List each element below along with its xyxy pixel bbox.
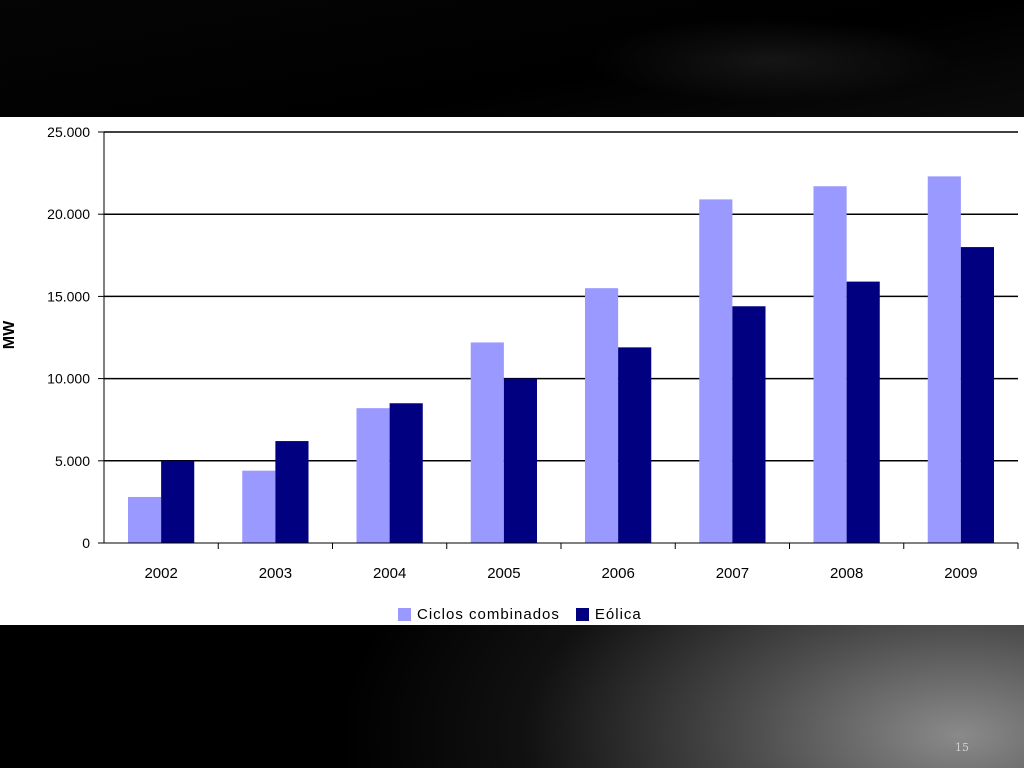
x-tick-label: 2007 xyxy=(716,565,749,582)
y-tick-label: 5.000 xyxy=(55,453,90,469)
legend-swatch-ciclos xyxy=(398,607,411,621)
x-tick-label: 2003 xyxy=(259,565,292,582)
bar-ciclos-2007 xyxy=(699,199,733,543)
bar-eolica-2009 xyxy=(960,247,995,543)
chart-panel: 0 5.000 10.000 15.000 20.000 25.000 2002 2003 20… xyxy=(0,117,1024,625)
tick-labels: 0 5.000 10.000 15.000 20.000 25.000 2002 2003 20… xyxy=(47,124,977,582)
x-tick-label: 2002 xyxy=(144,565,177,582)
bar-eolica-2006 xyxy=(618,347,652,543)
y-axis-label: MW xyxy=(1,320,18,349)
bar-eolica-2005 xyxy=(503,378,538,543)
legend-item-ciclos: Ciclos combinados xyxy=(398,606,560,623)
bar-ciclos-2004 xyxy=(356,408,390,543)
bar-ciclos-2003 xyxy=(242,470,276,543)
x-tick-label: 2008 xyxy=(830,565,863,582)
chart-legend: Ciclos combinados Eólica xyxy=(398,604,652,624)
bars xyxy=(127,176,995,543)
y-tick-label: 20.000 xyxy=(47,206,90,222)
axes xyxy=(98,131,1019,549)
bar-chart: 0 5.000 10.000 15.000 20.000 25.000 2002 2003 20… xyxy=(1,124,1019,582)
bar-ciclos-2009 xyxy=(927,176,961,543)
bar-eolica-2004 xyxy=(389,403,423,543)
x-tick-label: 2005 xyxy=(487,565,520,582)
bar-ciclos-2002 xyxy=(127,496,162,543)
bar-eolica-2002 xyxy=(161,460,195,543)
legend-swatch-eolica xyxy=(575,607,589,621)
page-number: 15 xyxy=(955,741,969,754)
y-tick-label: 0 xyxy=(82,535,90,551)
y-tick-label: 25.000 xyxy=(47,124,90,140)
legend-item-eolica: Eólica xyxy=(575,605,642,623)
slide-footer-background xyxy=(0,625,1024,768)
gridlines xyxy=(104,131,1018,462)
slide-header-background xyxy=(0,0,1024,117)
x-tick-label: 2009 xyxy=(944,565,977,582)
bar-ciclos-2006 xyxy=(584,288,619,543)
x-tick-label: 2004 xyxy=(373,565,406,582)
bar-eolica-2007 xyxy=(732,306,766,543)
y-tick-label: 10.000 xyxy=(47,371,90,387)
legend-label-eolica: Eólica xyxy=(594,605,642,623)
bar-eolica-2003 xyxy=(275,441,309,543)
x-tick-label: 2006 xyxy=(601,565,634,582)
bar-ciclos-2005 xyxy=(470,342,504,543)
bar-eolica-2008 xyxy=(846,281,880,543)
y-tick-label: 15.000 xyxy=(47,288,90,304)
bar-ciclos-2008 xyxy=(813,186,847,543)
legend-label-ciclos: Ciclos combinados xyxy=(417,605,560,623)
